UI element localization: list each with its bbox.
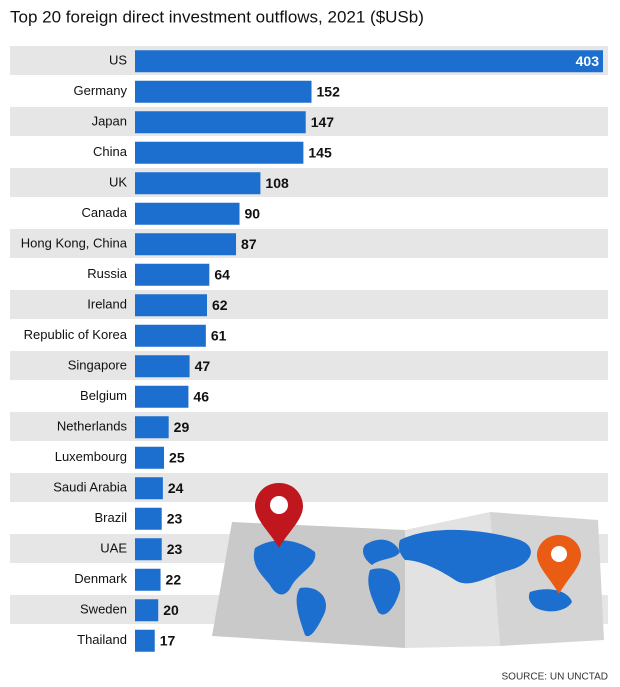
category-label: UK: [109, 175, 127, 190]
category-label: Luxembourg: [55, 449, 127, 464]
category-label: Belgium: [80, 388, 127, 403]
bar: [135, 355, 190, 378]
value-label: 17: [160, 632, 176, 648]
value-label: 20: [163, 602, 179, 618]
category-label: Sweden: [80, 602, 127, 617]
category-label: Hong Kong, China: [21, 236, 128, 251]
category-label: Republic of Korea: [24, 327, 128, 342]
bar: [135, 111, 306, 134]
category-label: Saudi Arabia: [53, 480, 127, 495]
value-label: 90: [245, 205, 261, 221]
category-label: Singapore: [68, 358, 127, 373]
value-label: 64: [214, 266, 230, 282]
row-background: [10, 229, 608, 258]
bar: [135, 477, 163, 500]
category-label: Denmark: [74, 571, 127, 586]
value-label: 108: [265, 175, 289, 191]
bar: [135, 80, 312, 103]
source: SOURCE: UN UNCTAD: [502, 672, 608, 683]
category-label: Thailand: [77, 632, 127, 647]
value-label: 61: [211, 327, 227, 343]
category-label: Canada: [81, 205, 127, 220]
row-background: [10, 412, 608, 441]
bar: [135, 141, 304, 164]
bar: [135, 294, 207, 317]
bar: [135, 233, 237, 256]
bar: [135, 324, 206, 347]
value-label: 25: [169, 449, 185, 465]
chart-title: Top 20 foreign direct investment outflow…: [10, 7, 424, 26]
map-illustration: [212, 483, 604, 648]
row-background: [10, 351, 608, 380]
row-background: [10, 168, 608, 197]
category-label: US: [109, 53, 127, 68]
category-label: Ireland: [87, 297, 127, 312]
value-label: 22: [166, 571, 182, 587]
row-background: [10, 290, 608, 319]
value-label: 47: [195, 358, 211, 374]
category-label: Russia: [87, 266, 128, 281]
value-label: 403: [576, 53, 600, 69]
bars-layer: US 403 Germany 152 Japan 147 China 145 UK 108 Cana…: [21, 50, 603, 652]
bar: [135, 50, 603, 73]
bar: [135, 416, 169, 439]
category-label: Brazil: [94, 510, 127, 525]
category-label: Netherlands: [57, 419, 128, 434]
bar: [135, 172, 261, 195]
value-label: 29: [174, 419, 190, 435]
bar: [135, 599, 159, 622]
bar: [135, 538, 162, 561]
category-label: Japan: [92, 114, 127, 129]
value-label: 147: [311, 114, 335, 130]
value-label: 87: [241, 236, 257, 252]
category-label: China: [93, 144, 128, 159]
value-label: 62: [212, 297, 228, 313]
bar: [135, 507, 162, 530]
value-label: 24: [168, 480, 184, 496]
bar: [135, 263, 210, 286]
value-label: 46: [193, 388, 209, 404]
row-background: [10, 473, 608, 502]
bar: [135, 446, 165, 469]
value-label: 152: [317, 83, 341, 99]
value-label: 23: [167, 510, 183, 526]
value-label: 145: [308, 144, 332, 160]
category-label: UAE: [100, 541, 127, 556]
row-background: [10, 107, 608, 136]
bar: [135, 568, 161, 591]
category-label: Germany: [74, 83, 128, 98]
bar: [135, 629, 155, 652]
bar: [135, 385, 189, 408]
bar: [135, 202, 240, 225]
value-label: 23: [167, 541, 183, 557]
